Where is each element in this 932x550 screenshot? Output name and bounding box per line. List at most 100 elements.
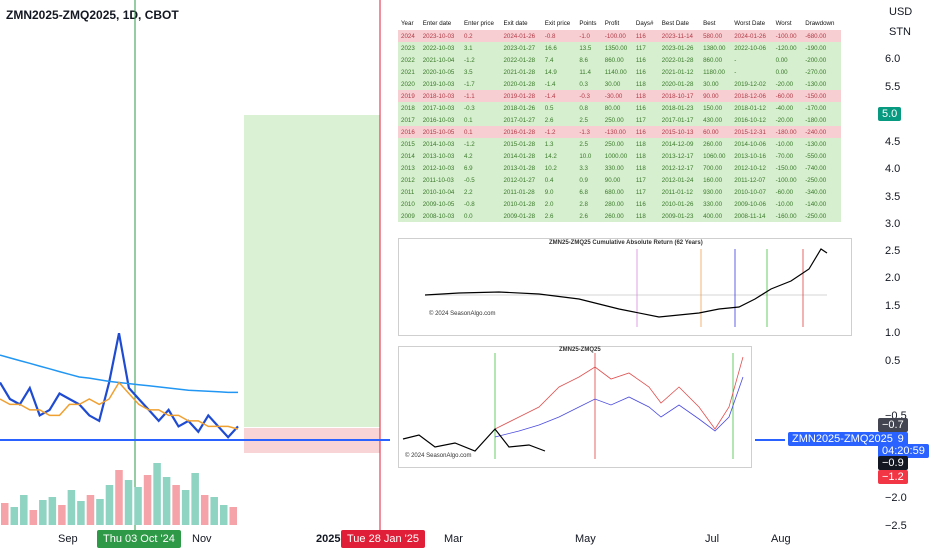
volume-bar — [77, 501, 85, 525]
table-cell: 260.00 — [601, 210, 633, 222]
table-cell: 2009-10-05 — [419, 198, 462, 210]
table-cell: -0.3 — [576, 90, 602, 102]
table-header-cell: Best — [700, 16, 732, 30]
table-cell: 2009-10-06 — [731, 198, 773, 210]
table-row: 2020 2019-10-03 -1.7 2020-01-28 -1.4 0.3 30.00… — [398, 78, 841, 90]
table-header-cell: Worst Date — [731, 16, 773, 30]
table-cell: -100.00 — [601, 30, 633, 42]
table-cell: -170.00 — [802, 102, 841, 114]
table-cell: -10.00 — [772, 198, 803, 210]
table-cell: 118 — [632, 210, 659, 222]
table-row: 2017 2016-10-03 0.1 2017-01-27 2.6 2.5 250.00 1… — [398, 114, 841, 126]
table-cell: 2.6 — [576, 210, 602, 222]
table-cell: -550.00 — [802, 150, 841, 162]
symbol-title[interactable]: ZMN2025-ZMQ2025, 1D, CBOT — [6, 8, 179, 22]
table-cell: 11.4 — [576, 66, 602, 78]
table-cell: -20.00 — [772, 78, 803, 90]
table-cell: 2012-12-17 — [658, 162, 701, 174]
table-row: 2024 2023-10-03 0.2 2024-01-26 -0.8 -1.0 -100.… — [398, 30, 841, 42]
table-cell: 2010-01-26 — [658, 198, 701, 210]
table-cell: 2014-10-06 — [731, 138, 773, 150]
price-tick: 3.0 — [885, 218, 901, 230]
table-cell: -180.00 — [802, 114, 841, 126]
table-cell: 930.00 — [700, 186, 732, 198]
table-cell: 1000.00 — [601, 150, 633, 162]
table-cell: 150.00 — [700, 102, 732, 114]
table-header-cell: Year — [398, 16, 420, 30]
table-cell: 2023-10-03 — [419, 30, 462, 42]
table-cell: 2015 — [398, 138, 420, 150]
table-header-cell: Points — [576, 16, 602, 30]
table-cell: 2019 — [398, 90, 420, 102]
table-cell: 2016-10-03 — [419, 114, 462, 126]
table-cell: 2015-12-31 — [731, 126, 773, 138]
price-tick: 1.5 — [885, 300, 901, 312]
cumulative-return-inset: ZMN25-ZMQ25 Cumulative Absolute Return (… — [398, 238, 852, 336]
table-cell: 116 — [632, 30, 659, 42]
table-cell: 2017-10-03 — [419, 102, 462, 114]
table-cell: 8.6 — [576, 54, 602, 66]
table-cell: -240.00 — [802, 126, 841, 138]
table-cell: 2018-12-06 — [731, 90, 773, 102]
table-cell: 2016-01-28 — [500, 126, 542, 138]
table-cell: -0.3 — [461, 102, 501, 114]
table-cell: 6.8 — [576, 186, 602, 198]
volume-bar — [20, 495, 28, 525]
currency-stn[interactable]: STN — [889, 26, 911, 38]
table-cell: -60.00 — [772, 90, 803, 102]
table-cell: 118 — [632, 78, 659, 90]
table-row: 2023 2022-10-03 3.1 2023-01-27 16.6 13.5 1350.… — [398, 42, 841, 54]
table-cell: 2.6 — [541, 114, 577, 126]
currency-usd[interactable]: USD — [889, 6, 913, 18]
table-cell: -180.00 — [772, 126, 803, 138]
table-cell: -250.00 — [802, 210, 841, 222]
table-cell: -150.00 — [772, 162, 803, 174]
table-cell: 117 — [632, 186, 659, 198]
table-cell: -1.3 — [576, 126, 602, 138]
table-row: 2015 2014-10-03 -1.2 2015-01-28 1.3 2.5 250.00… — [398, 138, 841, 150]
table-cell: 2009 — [398, 210, 420, 222]
volume-bar — [229, 507, 237, 525]
xtick-mar: Mar — [444, 533, 463, 545]
table-cell: -130.00 — [802, 78, 841, 90]
seasonal-stats-table: Year Enter date Enter price Exit date Exit p… — [398, 16, 841, 222]
price-tick: 2.5 — [885, 245, 901, 257]
seasonal-overlay-chart — [402, 353, 744, 459]
table-cell: 2014-10-03 — [419, 138, 462, 150]
volume-bar — [86, 495, 95, 525]
table-cell: 2019-01-28 — [500, 90, 542, 102]
table-header-cell: Profit — [601, 16, 633, 30]
volume-bar — [48, 497, 57, 525]
table-cell: 160.00 — [700, 174, 732, 186]
table-cell: 2010-10-04 — [419, 186, 462, 198]
table-cell: 118 — [632, 162, 659, 174]
table-cell: 2018 — [398, 102, 420, 114]
table-cell: -140.00 — [802, 198, 841, 210]
table-cell: 2018-01-23 — [658, 102, 701, 114]
table-row: 2021 2020-10-05 3.5 2021-01-28 14.9 11.4 1140.… — [398, 66, 841, 78]
volume-bar — [1, 503, 9, 525]
table-cell: 330.00 — [700, 198, 732, 210]
table-cell: 2020-01-28 — [500, 78, 542, 90]
table-cell: 2023 — [398, 42, 420, 54]
price-tick: 4.5 — [885, 136, 901, 148]
volume-bar — [124, 480, 133, 525]
price-tick: −2.5 — [885, 520, 907, 532]
table-cell: -1.1 — [461, 90, 501, 102]
table-cell: 2018-01-12 — [731, 102, 773, 114]
table-cell: 2020-01-28 — [658, 78, 701, 90]
table-cell: -250.00 — [802, 174, 841, 186]
table-cell: 2021-01-12 — [658, 66, 701, 78]
table-cell: 9.0 — [541, 186, 577, 198]
volume-bar — [219, 505, 228, 525]
table-cell: -1.2 — [461, 138, 501, 150]
table-cell: 2009-01-23 — [658, 210, 701, 222]
table-cell: 2019-10-03 — [419, 78, 462, 90]
current-price-badge: 5.0 — [878, 107, 902, 121]
table-cell: 116 — [632, 126, 659, 138]
table-cell: 330.00 — [601, 162, 633, 174]
xtick-2025: 2025 — [316, 533, 341, 545]
seasonal-overlay-inset: ZMN25-ZMQ25 © 2024 SeasonAlgo.com — [398, 346, 752, 468]
table-cell: -1.0 — [576, 30, 602, 42]
